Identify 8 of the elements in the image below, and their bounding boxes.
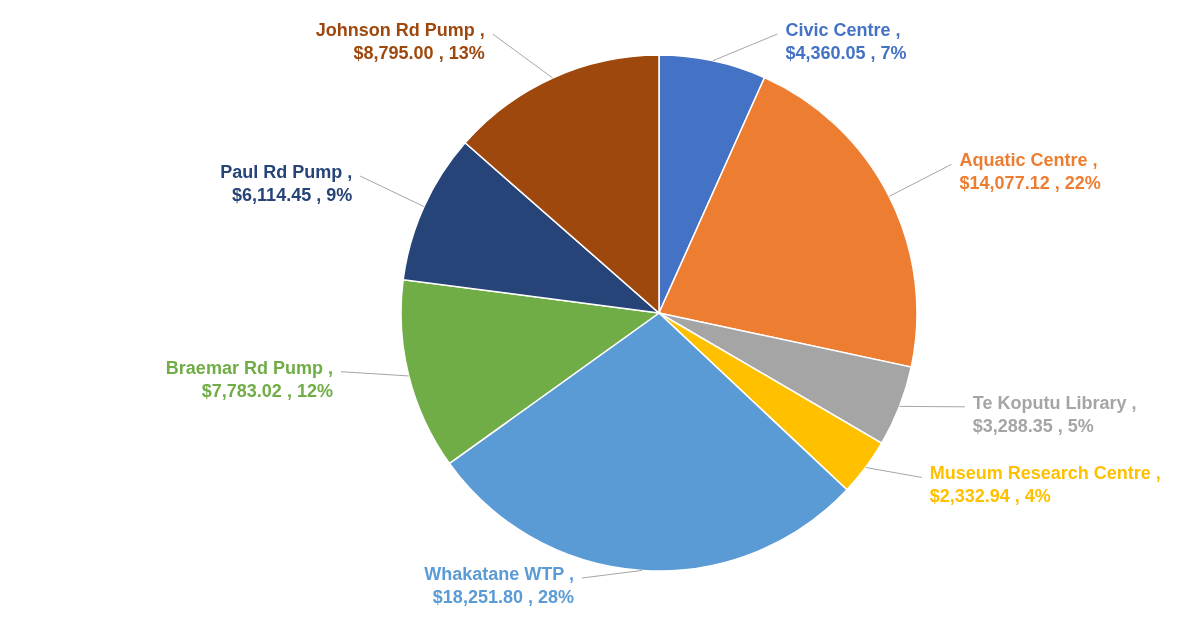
slice-label: Johnson Rd Pump , $8,795.00 , 13% <box>315 20 485 63</box>
slice-label: Aquatic Centre , $14,077.12 , 22% <box>959 150 1101 194</box>
slice-label: Braemar Rd Pump , $7,783.02 , 12% <box>165 357 333 401</box>
slice-label: Civic Centre , $4,360.05 , 7% <box>785 20 907 63</box>
slice-label: Paul Rd Pump , $6,114.45 , 9% <box>220 162 353 206</box>
slice-label: Whakatane WTP , $18,251.80 , 28% <box>424 564 574 607</box>
slice-label: Museum Research Centre , $2,332.94 , 4% <box>929 463 1161 507</box>
slice-label: Te Koputu Library , $3,288.35 , 5% <box>972 392 1137 436</box>
